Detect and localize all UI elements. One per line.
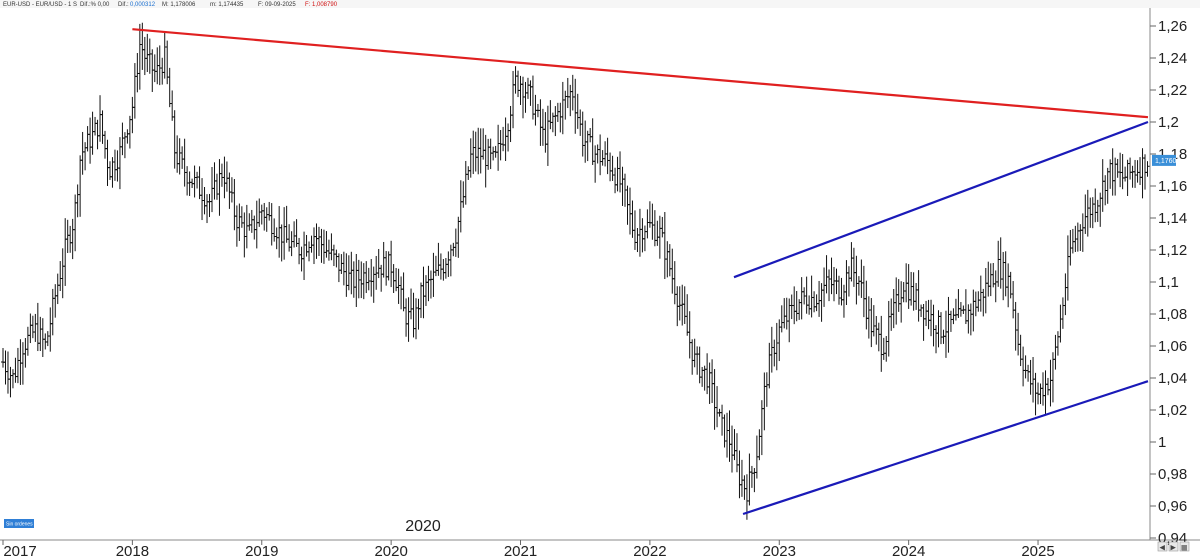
symbol-label: EUR-USD - EUR/USD - 1 S	[3, 2, 77, 8]
x-tick-label: 2019	[245, 543, 278, 560]
x-tick-label: 2025	[1021, 543, 1054, 560]
x-tick-label: 2022	[633, 543, 666, 560]
x-tick-label: 2017	[3, 543, 36, 560]
y-tick-label: 1,14	[1158, 210, 1187, 227]
y-tick-group: 0,940,960,9811,021,041,061,081,11,121,14…	[1150, 18, 1187, 547]
last-price-box	[1152, 154, 1176, 166]
scroll-left-icon: ◀	[1160, 545, 1166, 552]
grid-icon: ▦	[1181, 545, 1188, 552]
scroll-right-button[interactable]	[1168, 541, 1179, 552]
y-tick-label: 1,2	[1158, 114, 1179, 131]
y-tick-label: 1	[1158, 434, 1166, 451]
orders-badge-label: Sin ordenes	[6, 522, 33, 528]
x-tick-label: 2024	[892, 543, 925, 560]
x-tick-label: 2023	[763, 543, 796, 560]
ohlc-bar-group	[1, 22, 1150, 520]
diff-label: Dif.:% 0,00	[80, 2, 110, 8]
y-tick-label: 1,24	[1158, 50, 1187, 67]
y-tick-label: 1,08	[1158, 306, 1187, 323]
y-tick-label: 1,04	[1158, 370, 1187, 387]
scroll-right-icon: ▶	[1171, 545, 1177, 552]
scroll-left-button[interactable]	[1157, 541, 1168, 552]
date-label: F: 09-09-2025	[258, 2, 296, 8]
dif-value: 0,000312	[130, 2, 156, 8]
trendline-resistance	[132, 28, 1149, 119]
center-year-label: 2020	[405, 518, 441, 535]
orders-badge[interactable]	[4, 519, 34, 528]
x-tick-label: 2021	[504, 543, 537, 560]
y-tick-label: 1,16	[1158, 178, 1187, 195]
max-label: M: 1,178006	[162, 2, 196, 8]
grid-button[interactable]	[1179, 541, 1190, 552]
y-tick-label: 1,02	[1158, 402, 1187, 419]
y-tick-label: 0,96	[1158, 498, 1187, 515]
trendline-channel-lower	[742, 380, 1149, 516]
dif-label: Dif.:	[118, 2, 129, 8]
y-tick-label: 1,22	[1158, 82, 1187, 99]
x-tick-label: 2018	[116, 543, 149, 560]
navigation-controls: ◀ ▶ ▦	[1157, 541, 1190, 552]
y-tick-label: 0,98	[1158, 466, 1187, 483]
f-value: F: 1,008790	[305, 2, 338, 8]
last-price-marker: 1,17602	[1152, 154, 1180, 166]
y-tick-label: 1,1	[1158, 274, 1179, 291]
min-label: m: 1,174435	[210, 2, 244, 8]
last-price-label: 1,17602	[1155, 158, 1180, 165]
x-tick-group: 2017 2018 2019 2020 2021 2022 2023 2024 2025	[2, 540, 1055, 560]
x-tick-label: 2020	[374, 543, 407, 560]
y-tick-label: 1,12	[1158, 242, 1187, 259]
trendline-channel-upper	[733, 120, 1149, 279]
y-tick-label: 1,06	[1158, 338, 1187, 355]
y-tick-label: 1,26	[1158, 18, 1187, 35]
info-bar	[0, 0, 1200, 8]
trendline-group	[132, 28, 1149, 516]
